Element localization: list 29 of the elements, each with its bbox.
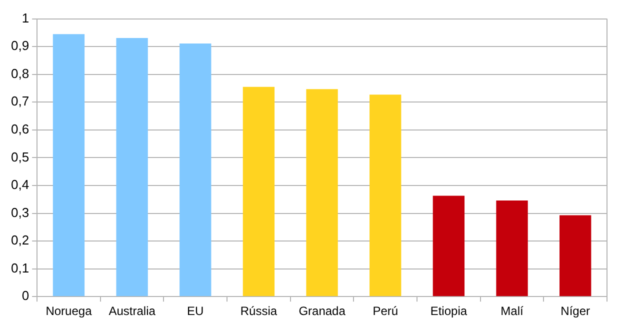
bar xyxy=(496,200,528,296)
x-tick-label: EU xyxy=(187,304,204,318)
x-tick-label: Níger xyxy=(560,304,590,318)
bar xyxy=(370,94,402,296)
y-tick-label: 0 xyxy=(22,288,30,304)
bar xyxy=(242,86,275,296)
y-tick-label: 0,1 xyxy=(10,260,30,276)
y-tick-label: 0,4 xyxy=(10,177,30,192)
y-tick-label: 0,8 xyxy=(10,66,30,81)
x-tick-label: Etiopia xyxy=(430,304,468,318)
x-tick-label: Rússia xyxy=(240,304,278,318)
y-tick-label: 0,7 xyxy=(10,94,30,109)
bar xyxy=(432,196,465,296)
y-tick-label: 0,2 xyxy=(10,232,30,248)
x-tick-label: Australia xyxy=(108,304,156,318)
y-tick-label: 0,5 xyxy=(10,149,30,164)
bar xyxy=(116,38,148,296)
bar xyxy=(180,44,212,296)
y-tick-label: 1 xyxy=(22,10,30,26)
bar xyxy=(52,34,85,296)
x-tick-label: Noruega xyxy=(46,304,92,318)
y-tick-label: 0,9 xyxy=(10,38,30,54)
x-tick-label: Perú xyxy=(372,304,398,318)
y-tick-label: 0,6 xyxy=(10,122,30,136)
bar xyxy=(306,89,338,296)
bar xyxy=(560,215,592,296)
y-tick-label: 0,3 xyxy=(10,204,30,220)
x-tick-label: Malí xyxy=(500,304,524,318)
x-tick-label: Granada xyxy=(298,304,346,318)
